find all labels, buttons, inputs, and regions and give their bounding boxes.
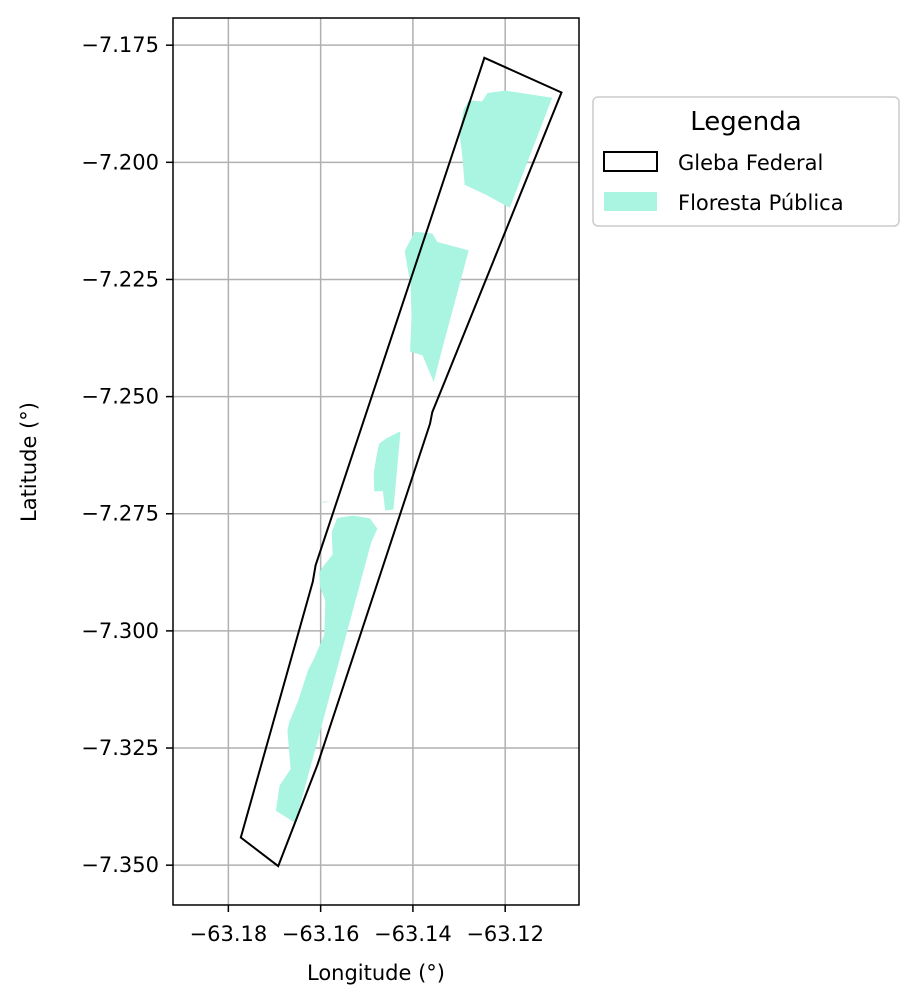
floresta-publica-polygon — [275, 515, 378, 823]
legend-frame — [592, 96, 900, 227]
y-tick-label: −7.250 — [81, 385, 159, 409]
y-tick-label: −7.225 — [81, 267, 159, 291]
floresta-publica-polygon — [459, 90, 553, 208]
gleba-federal-polygon — [239, 56, 563, 868]
legend-swatch-floresta-publica — [604, 192, 657, 211]
x-tick-label: −63.18 — [190, 922, 268, 946]
legend-label-floresta-publica: Floresta Pública — [678, 191, 844, 215]
map-layers — [239, 56, 563, 868]
floresta-publica-polygon — [322, 501, 330, 503]
plot-frame — [172, 17, 580, 906]
legend: Legenda Gleba Federal Floresta Pública — [592, 96, 900, 227]
x-tick-label: −63.14 — [374, 922, 452, 946]
legend-title: Legenda — [690, 107, 801, 137]
x-tick-label: −63.12 — [466, 922, 544, 946]
axis-ticks: −63.18 −63.16 −63.14 −63.12 −7.175 −7.200 −7.2… — [81, 33, 544, 946]
x-axis-label: Longitude (°) — [307, 961, 445, 985]
y-tick-label: −7.275 — [81, 502, 159, 526]
y-tick-label: −7.175 — [81, 33, 159, 57]
x-tick-label: −63.16 — [282, 922, 360, 946]
y-tick-label: −7.300 — [81, 619, 159, 643]
y-axis-label: Latitude (°) — [17, 402, 41, 522]
y-tick-label: −7.200 — [81, 150, 159, 174]
floresta-publica-polygon — [404, 231, 469, 383]
legend-label-gleba-federal: Gleba Federal — [678, 151, 823, 175]
floresta-publica-polygon — [373, 431, 401, 511]
legend-swatch-gleba-federal — [603, 151, 658, 172]
y-tick-label: −7.325 — [81, 736, 159, 760]
y-tick-label: −7.350 — [81, 853, 159, 877]
